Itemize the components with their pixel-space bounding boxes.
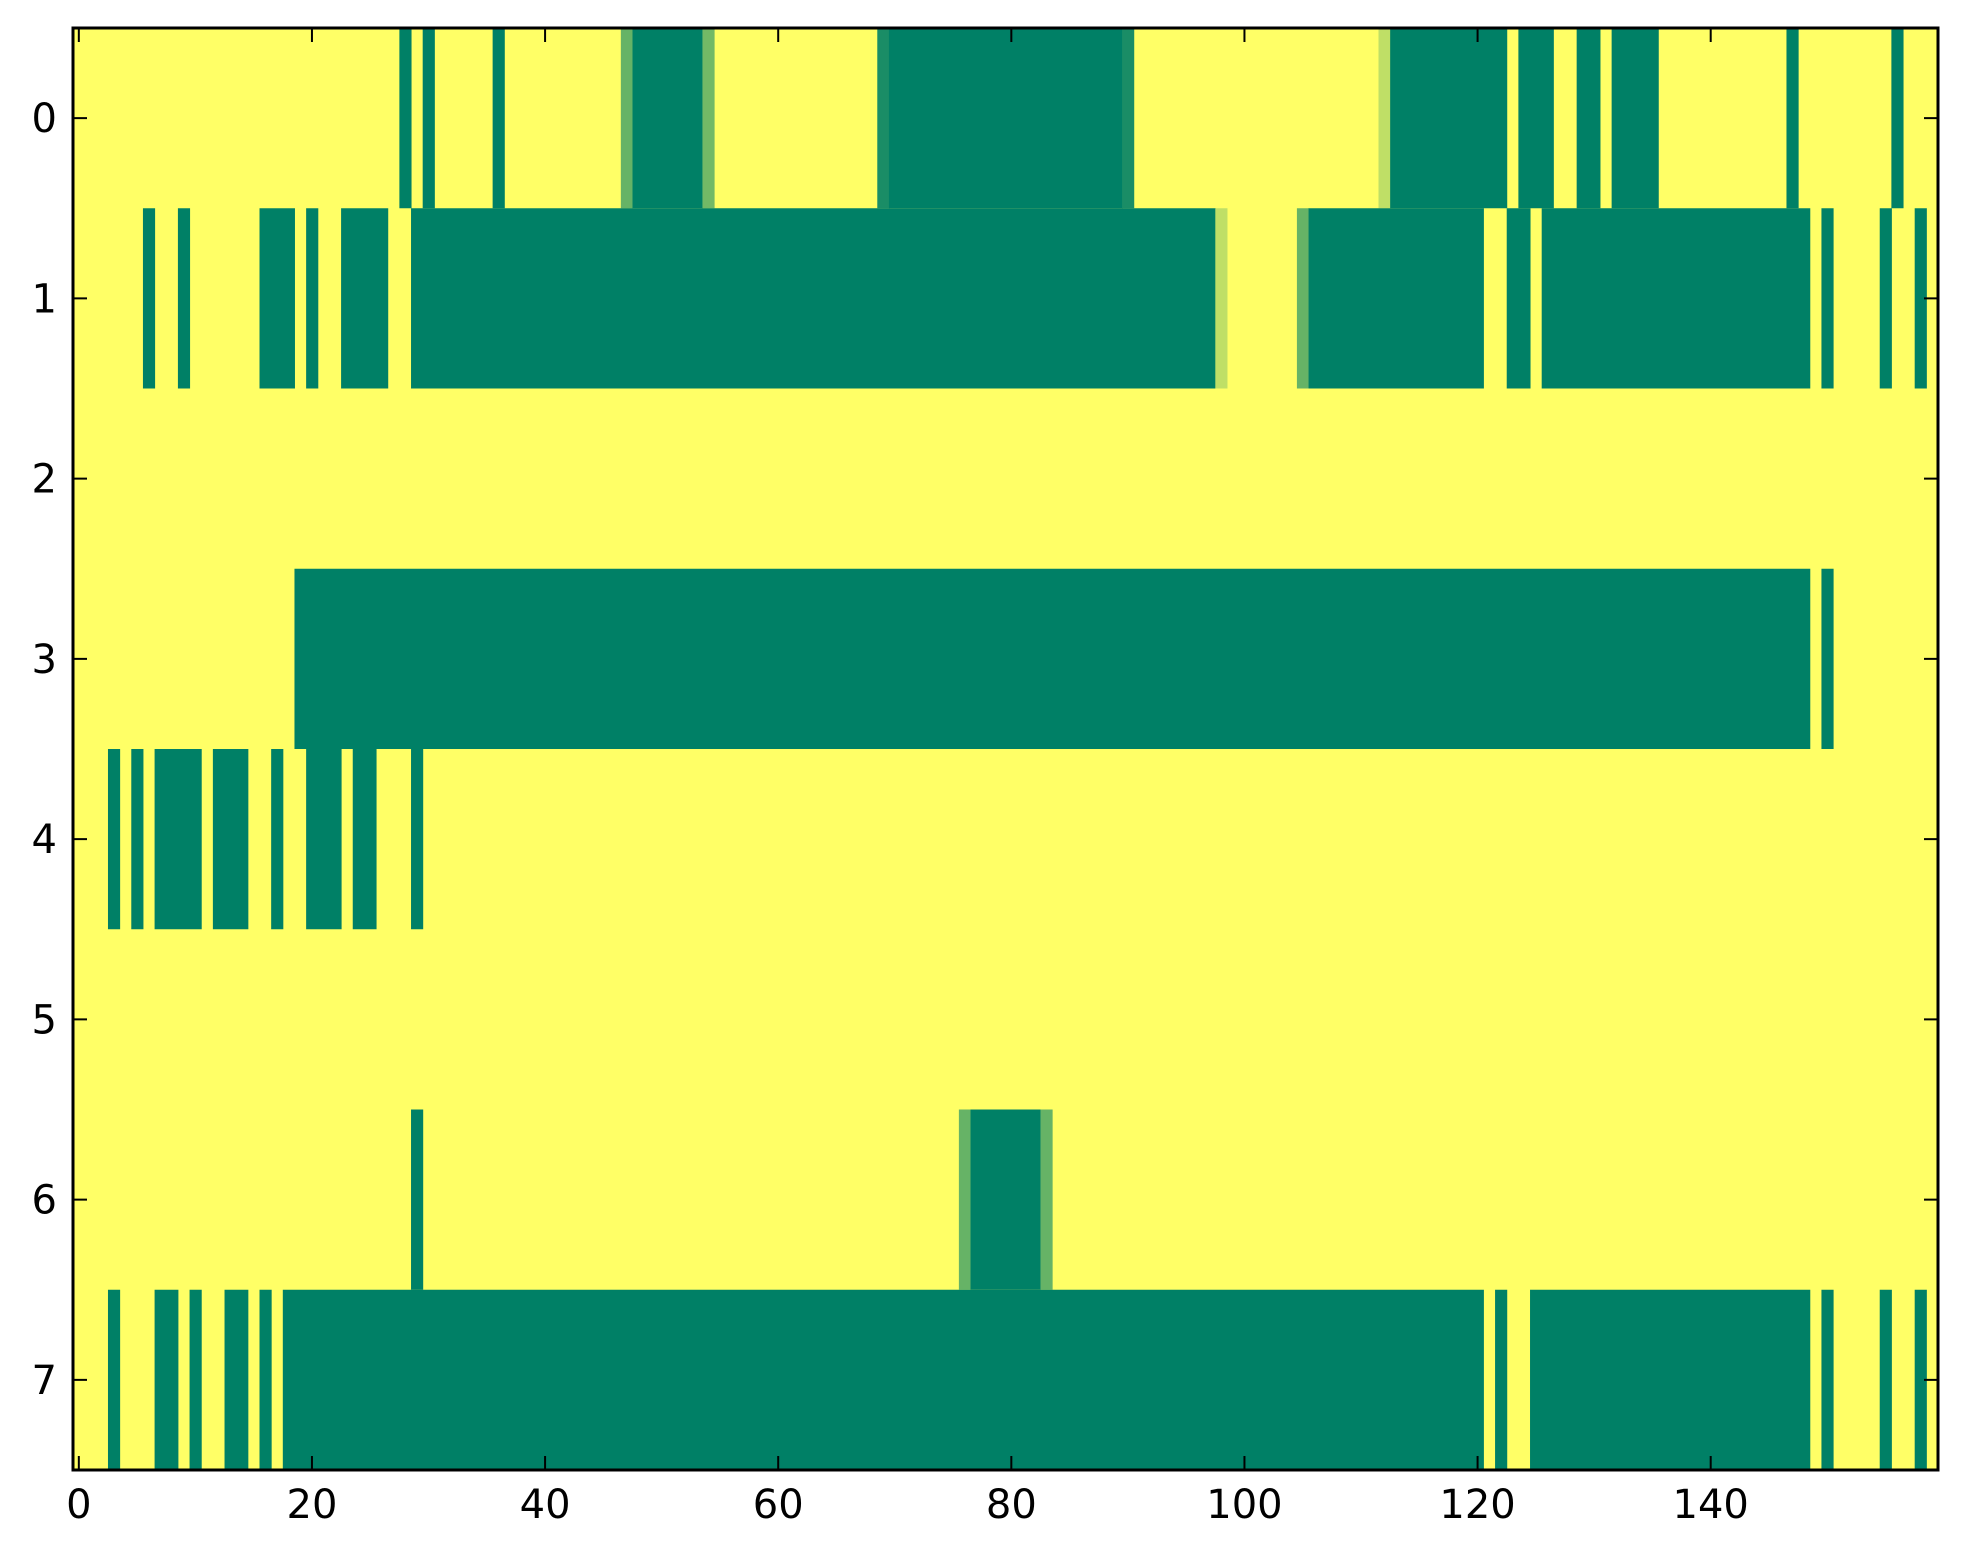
x-tick-label: 140: [1673, 1482, 1749, 1528]
x-tick-label: 60: [753, 1482, 804, 1528]
axis-ticks: [73, 28, 1938, 1470]
heatmap-cell: [1786, 28, 1799, 209]
heatmap-cell: [1495, 1289, 1508, 1470]
y-tick-label: 2: [32, 457, 57, 503]
heatmap-cell: [352, 749, 377, 930]
x-tick-label: 80: [986, 1482, 1037, 1528]
y-tick-label: 0: [32, 96, 57, 142]
plot-frame: [71, 26, 1940, 1472]
y-tick-label: 4: [32, 817, 57, 863]
heatmap-cell: [1378, 28, 1391, 209]
heatmap-cell: [259, 1289, 272, 1470]
heatmap-cell: [1308, 208, 1484, 389]
heatmap-cell: [958, 1109, 972, 1290]
heatmap-cell: [888, 28, 1123, 209]
heatmap-cell: [1122, 28, 1135, 209]
heatmap-cell: [411, 1109, 424, 1290]
heatmap-cell: [1821, 1289, 1834, 1470]
heatmap-cell: [1541, 208, 1811, 389]
heatmap-cell: [1518, 28, 1554, 209]
heatmap-cell: [189, 1289, 202, 1470]
heatmap-cell: [1879, 208, 1892, 389]
heatmap-cell: [306, 208, 319, 389]
heatmap-cell: [154, 1289, 179, 1470]
y-tick-label: 7: [32, 1358, 57, 1404]
x-tick-label: 0: [66, 1482, 91, 1528]
heatmap-cell: [970, 1109, 1041, 1290]
heatmap-cell: [177, 208, 191, 389]
y-axis-tick-labels: 0 1 2 3 4 5 6 7: [32, 96, 57, 1404]
heatmap-cell: [259, 208, 295, 389]
heatmap-cell: [411, 208, 1216, 389]
heatmap-cell: [1576, 28, 1601, 209]
heatmap-cell: [1040, 1109, 1053, 1290]
y-tick-label: 6: [32, 1178, 57, 1224]
heatmap-cells: [107, 28, 1927, 1470]
heatmap-cell: [632, 28, 703, 209]
heatmap-cell: [1914, 1289, 1927, 1470]
heatmap-cell: [877, 28, 890, 209]
heatmap-cell: [107, 1289, 121, 1470]
heatmap-cell: [282, 1289, 1484, 1470]
x-tick-label: 20: [287, 1482, 338, 1528]
x-tick-label: 120: [1439, 1482, 1515, 1528]
heatmap-cell: [620, 28, 633, 209]
heatmap-cell: [492, 28, 505, 209]
heatmap-cell: [422, 28, 435, 209]
heatmap-cell: [1891, 28, 1904, 209]
heatmap-cell: [1215, 208, 1228, 389]
y-tick-label: 5: [32, 997, 57, 1043]
heatmap-cell: [154, 749, 202, 930]
heatmap-cell: [702, 28, 715, 209]
heatmap-cell: [212, 749, 249, 930]
heatmap-cell: [1530, 1289, 1811, 1470]
heatmap-cell: [341, 208, 389, 389]
y-tick-label: 1: [32, 276, 57, 322]
heatmap-cell: [399, 28, 412, 209]
heatmap-cell: [271, 749, 284, 930]
heatmap-cell: [1821, 568, 1834, 749]
heatmap-cell: [1296, 208, 1310, 389]
x-axis-tick-labels: 0 20 40 60 80 100 120 140: [66, 1482, 1749, 1528]
heatmap-cell: [1821, 208, 1834, 389]
heatmap-cell: [294, 568, 1811, 749]
heatmap-cell: [411, 749, 424, 930]
heatmap-cell: [306, 749, 342, 930]
heatmap-cell: [1914, 208, 1927, 389]
y-tick-label: 3: [32, 637, 57, 683]
x-tick-label: 40: [520, 1482, 571, 1528]
heatmap-cell: [1506, 208, 1531, 389]
x-tick-label: 100: [1206, 1482, 1282, 1528]
heatmap-cell: [1879, 1289, 1892, 1470]
heatmap-cell: [1390, 28, 1508, 209]
heatmap-cell: [107, 749, 121, 930]
heatmap-cell: [142, 208, 156, 389]
heatmap-cell: [1611, 28, 1659, 209]
heatmap-cell: [131, 749, 144, 930]
heatmap-cell: [224, 1289, 249, 1470]
